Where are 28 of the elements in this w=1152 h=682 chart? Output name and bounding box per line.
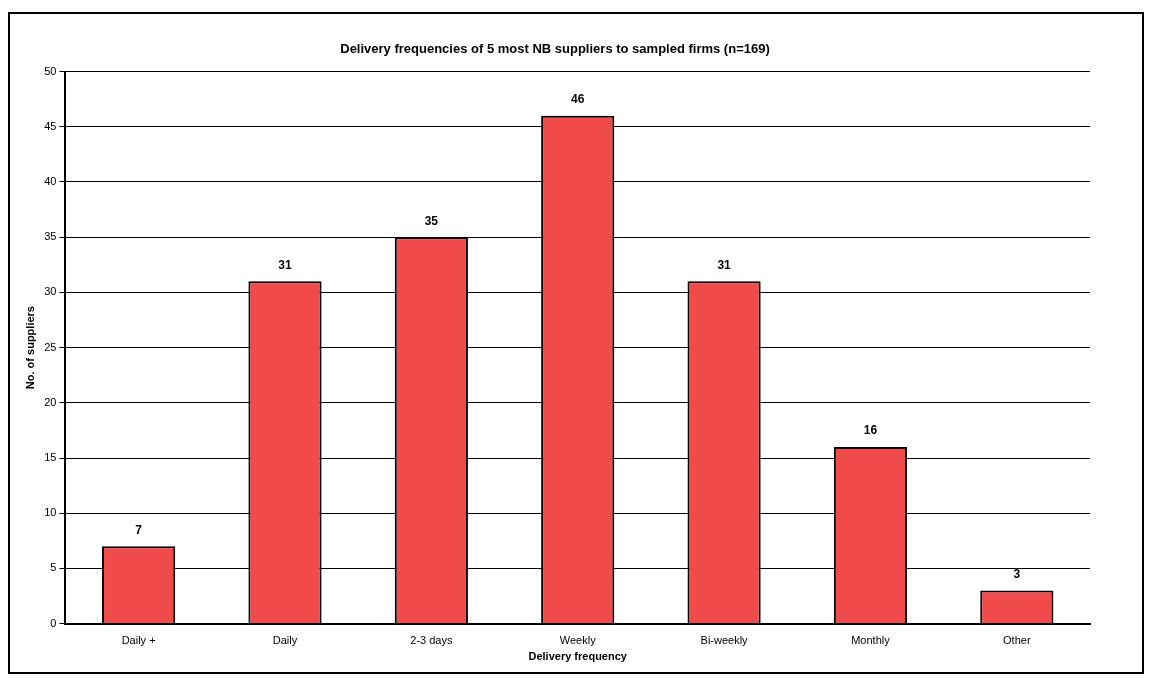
data-label: 3 <box>1013 566 1021 581</box>
data-label: 35 <box>424 213 439 228</box>
y-tick-label: 10 <box>44 506 57 519</box>
x-tick-label: 2-3 days <box>410 634 453 647</box>
y-axis-title: No. of suppliers <box>23 306 36 390</box>
y-tick-label: 25 <box>44 340 57 353</box>
x-tick-label: Weekly <box>559 634 597 647</box>
y-tick-label: 30 <box>44 285 57 298</box>
data-label: 46 <box>571 92 585 107</box>
data-label: 31 <box>717 257 732 272</box>
y-tick-label: 20 <box>44 395 57 408</box>
y-tick-label: 15 <box>44 451 57 464</box>
y-tick-label: 0 <box>50 616 57 629</box>
data-label: 7 <box>135 522 143 537</box>
x-axis-title: Delivery frequency <box>528 650 628 663</box>
y-tick-label: 35 <box>44 230 57 243</box>
x-tick-label: Daily + <box>121 634 156 647</box>
y-tick-label: 40 <box>44 175 57 188</box>
y-tick-label: 50 <box>44 64 57 77</box>
x-tick-label: Other <box>1003 634 1031 647</box>
y-tick-label: 45 <box>44 119 57 132</box>
x-tick-label: Bi-weekly <box>700 634 749 647</box>
x-tick-label: Monthly <box>851 634 891 647</box>
chart-title: Delivery frequencies of 5 most NB suppliers to sampled firms (n=169) <box>340 41 770 57</box>
x-tick-label: Daily <box>272 634 298 647</box>
data-label: 16 <box>863 423 878 438</box>
data-label: 31 <box>278 257 292 272</box>
y-tick-label: 5 <box>50 561 57 574</box>
